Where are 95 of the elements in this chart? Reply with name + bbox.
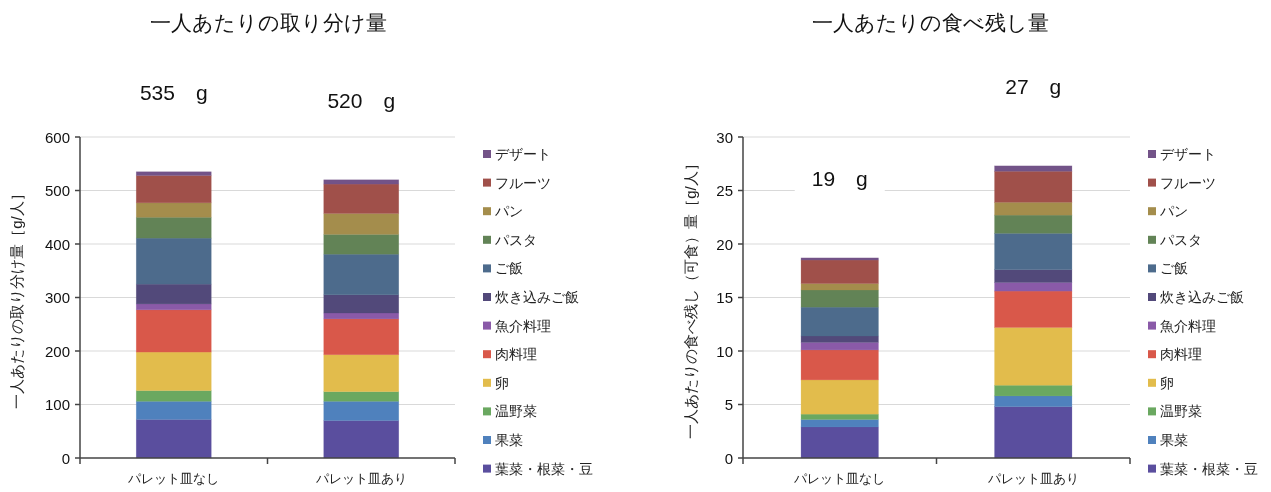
legend-label: 温野菜 xyxy=(1160,403,1202,420)
legend-label: パスタ xyxy=(494,231,537,248)
legend-label: 魚介料理 xyxy=(1160,317,1216,334)
bar xyxy=(323,179,400,185)
bar xyxy=(800,283,879,291)
bar xyxy=(135,202,212,218)
legend-label: 温野菜 xyxy=(495,403,537,420)
bar xyxy=(800,342,879,351)
bar xyxy=(994,214,1073,234)
bar xyxy=(135,237,212,285)
bar xyxy=(994,395,1073,407)
bar xyxy=(135,175,212,204)
y-tick-label: 30 xyxy=(716,128,733,146)
bar xyxy=(800,289,879,308)
bar xyxy=(135,419,212,459)
bar xyxy=(323,183,400,214)
x-tick-label: パレット皿あり xyxy=(986,471,1079,486)
legend-label: 葉菜・根菜・豆 xyxy=(1160,460,1258,477)
annotation: 19 g xyxy=(811,166,868,190)
bar xyxy=(994,233,1073,270)
y-axis-title: 一人あたりの食べ残し（可食）量［g/人］ xyxy=(682,156,699,439)
bar xyxy=(323,354,400,392)
y-tick-label: 300 xyxy=(44,289,70,306)
legend-label: ご飯 xyxy=(1160,260,1188,277)
legend-label: パン xyxy=(1159,203,1188,220)
bar xyxy=(135,400,212,420)
bar xyxy=(135,283,212,305)
legend-label: 炊き込みご飯 xyxy=(1160,289,1244,305)
y-tick-label: 100 xyxy=(44,396,70,413)
bar xyxy=(323,420,400,459)
bar xyxy=(994,290,1073,328)
y-tick-label: 200 xyxy=(44,342,70,360)
bar xyxy=(135,351,212,391)
bar xyxy=(135,309,212,353)
y-tick-label: 500 xyxy=(44,182,70,199)
bar xyxy=(800,259,879,284)
bar xyxy=(323,318,400,356)
y-tick-label: 400 xyxy=(44,235,70,253)
bar xyxy=(323,312,400,320)
bar xyxy=(135,216,212,239)
legend-label: フルーツ xyxy=(1160,174,1216,191)
legend-label: パスタ xyxy=(1159,231,1202,248)
y-tick-label: 10 xyxy=(716,342,733,360)
bar xyxy=(323,213,400,235)
bar xyxy=(800,426,879,459)
legend-label: ご飯 xyxy=(495,260,523,277)
bar xyxy=(323,234,400,255)
bar xyxy=(323,400,400,421)
legend-label: 卵 xyxy=(495,374,509,391)
y-tick-label: 20 xyxy=(716,235,733,253)
legend-label: パン xyxy=(494,203,523,220)
bar xyxy=(800,379,879,415)
legend-label: 果菜 xyxy=(495,432,523,448)
y-tick-label: 0 xyxy=(724,449,733,467)
legend-label: 肉料理 xyxy=(1160,346,1202,363)
legend-label: 肉料理 xyxy=(495,346,537,363)
legend-label: デザート xyxy=(1160,146,1216,162)
y-tick-label: 0 xyxy=(61,449,70,467)
legend-label: 卵 xyxy=(1160,374,1174,391)
bar xyxy=(135,171,212,176)
legend-label: デザート xyxy=(495,146,551,162)
y-axis-title: 一人あたりの取り分け量［g/人］ xyxy=(8,186,25,409)
y-tick-label: 5 xyxy=(724,396,733,413)
y-tick-label: 600 xyxy=(44,128,70,146)
text: 535 g xyxy=(139,80,208,104)
bar xyxy=(800,419,879,428)
bar xyxy=(994,406,1073,459)
chart-title: 一人あたりの取り分け量 xyxy=(149,11,387,35)
bar xyxy=(800,349,879,381)
bar xyxy=(994,269,1073,283)
bar xyxy=(800,306,879,337)
bar xyxy=(994,282,1073,292)
text: 520 g xyxy=(327,88,396,112)
bar xyxy=(323,294,400,314)
bar xyxy=(994,165,1073,172)
bar xyxy=(800,257,879,261)
bar xyxy=(135,390,212,402)
bar xyxy=(323,391,400,402)
bar xyxy=(994,384,1073,397)
x-tick-label: パレット皿なし xyxy=(793,471,886,486)
x-tick-label: パレット皿なし xyxy=(127,471,220,486)
y-tick-label: 15 xyxy=(716,289,733,306)
legend-label: 炊き込みご飯 xyxy=(495,289,579,305)
bar xyxy=(994,327,1073,386)
bar xyxy=(994,201,1073,216)
x-tick-label: パレット皿あり xyxy=(314,471,407,486)
legend-label: 果菜 xyxy=(1160,432,1188,448)
legend-label: 葉菜・根菜・豆 xyxy=(495,460,593,477)
bar xyxy=(323,253,400,296)
chart-title: 一人あたりの食べ残し量 xyxy=(811,11,1049,35)
y-tick-label: 25 xyxy=(716,182,733,199)
legend-label: 魚介料理 xyxy=(495,317,551,334)
bar xyxy=(994,170,1073,203)
text: 27 g xyxy=(1005,74,1062,98)
legend-label: フルーツ xyxy=(495,174,551,191)
